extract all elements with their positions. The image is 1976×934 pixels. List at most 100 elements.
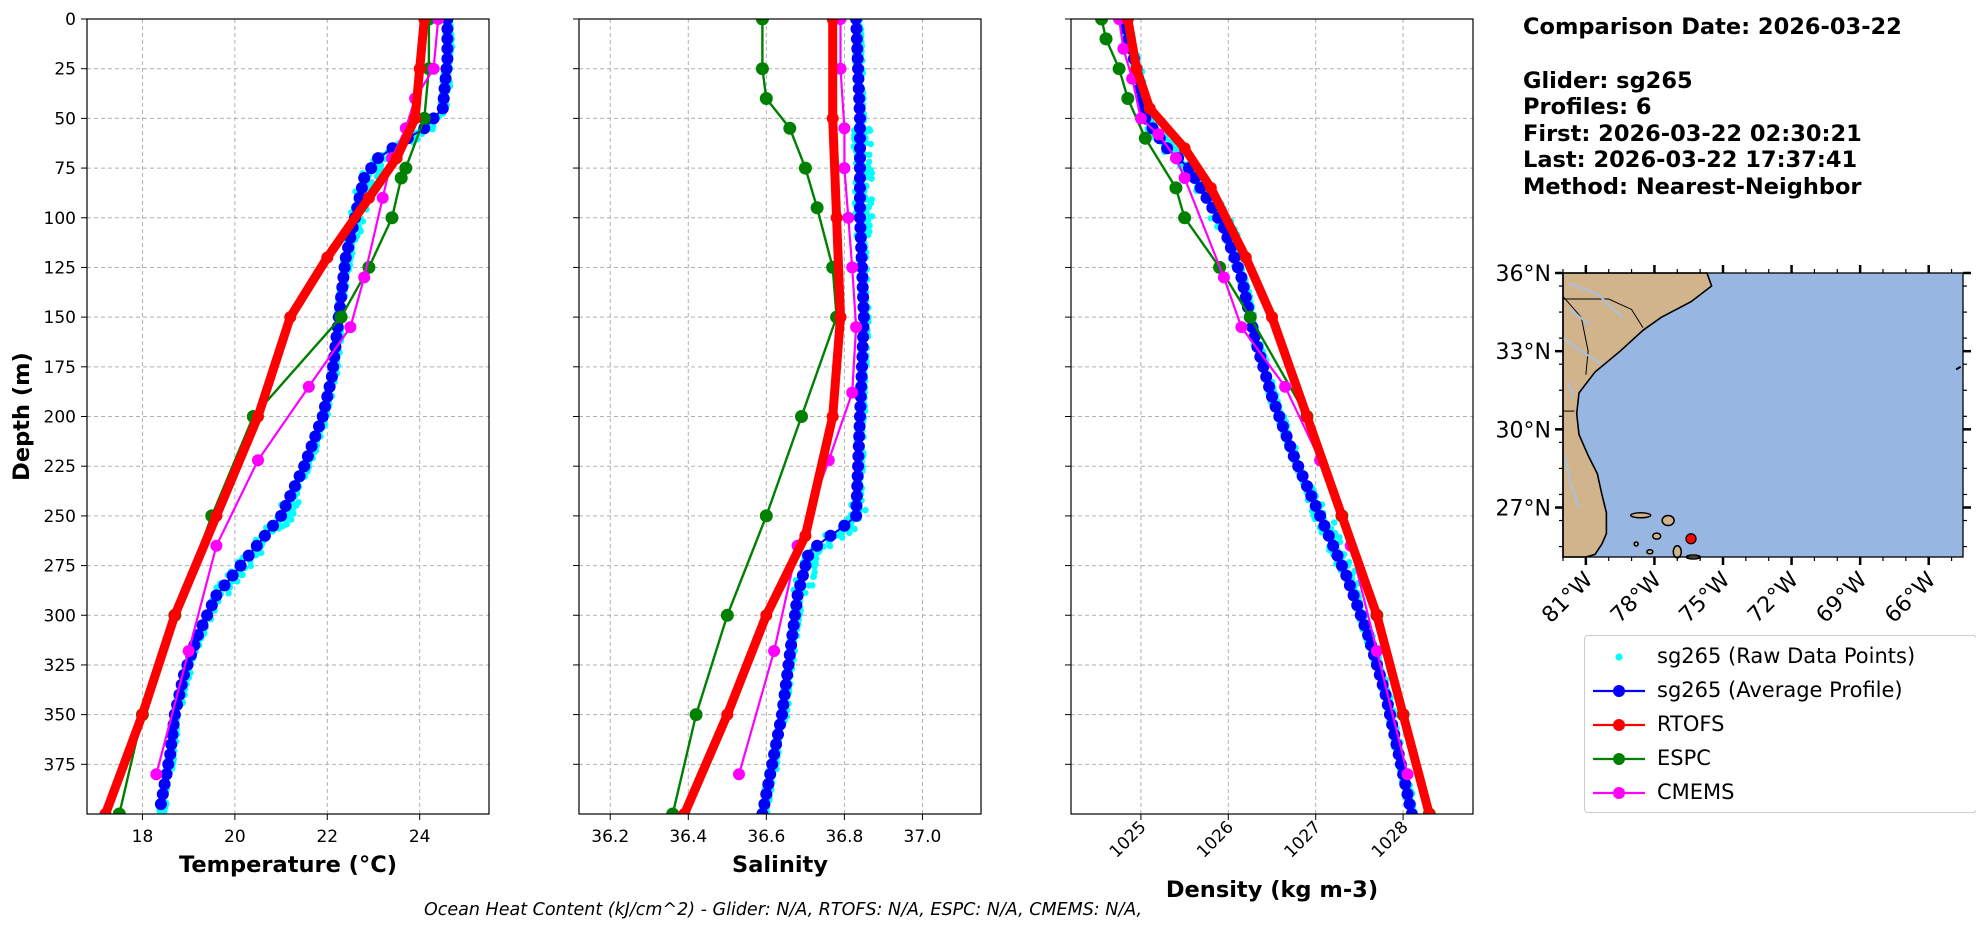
comparison-info: Comparison Date: 2026-03-22 Glider: sg26… [1523, 14, 1902, 201]
marker-avg [1358, 619, 1371, 632]
marker-avg [799, 559, 812, 572]
raw-data-point [293, 502, 300, 509]
marker-avg [1266, 390, 1278, 403]
marker-avg [796, 569, 809, 582]
marker-avg [1343, 579, 1356, 592]
marker-avg [1296, 470, 1309, 483]
marker-avg [1235, 271, 1248, 284]
marker-espc [755, 19, 769, 26]
raw-data-point [368, 179, 375, 186]
marker-avg [790, 599, 803, 612]
y-tick-label: 275 [44, 557, 76, 577]
marker-avg [156, 788, 169, 801]
marker-avg [1276, 420, 1289, 433]
panel-1: 18 20 22 24 0 25 50 75 100 125 150 175 200 225 250 275 3… [9, 10, 490, 878]
marker-avg [1287, 450, 1300, 463]
marker-avg [437, 92, 450, 105]
marker-avg [786, 629, 799, 642]
x-tick-label: 20 [224, 827, 246, 847]
marker-avg [1280, 430, 1293, 443]
ocean-heat-content-caption: Ocean Heat Content (kJ/cm^2) - Glider: N… [424, 900, 1143, 920]
raw-data-point [868, 170, 875, 177]
marker-espc [666, 807, 680, 814]
marker-avg [441, 32, 454, 45]
raw-data-point [359, 218, 367, 225]
method: Method: Nearest-Neighbor [1523, 173, 1862, 200]
profile-panels: 18 20 22 24 0 25 50 75 100 125 150 175 200 225 250 275 3… [9, 10, 1474, 903]
marker-avg [778, 688, 791, 701]
marker-avg [166, 728, 179, 741]
marker-cmems [210, 539, 223, 552]
marker-avg [782, 658, 795, 671]
marker-avg [852, 460, 865, 473]
marker-cmems [733, 768, 745, 781]
marker-avg [770, 738, 783, 751]
legend-label: RTOFS [1657, 712, 1725, 736]
marker-espc [1121, 92, 1135, 105]
marker-avg [439, 72, 452, 85]
marker-avg [279, 499, 292, 512]
legend-marker-raw [1615, 653, 1623, 661]
marker-cmems [1401, 768, 1414, 781]
marker-avg [1273, 410, 1286, 423]
series-line-rtofs [101, 19, 429, 814]
x-tick-label: 24 [409, 827, 431, 847]
marker-avg [336, 281, 349, 294]
marker-avg [1257, 360, 1270, 373]
y-tick-label: 225 [44, 457, 76, 477]
marker-avg [854, 172, 866, 184]
marker-avg [165, 738, 178, 751]
marker-cmems [1370, 645, 1383, 657]
river [1564, 455, 1580, 508]
island [1661, 514, 1675, 527]
marker-avg [1335, 559, 1348, 572]
marker-avg [441, 52, 454, 65]
land-southeast-us [1562, 272, 1713, 558]
x-tick-label: 36.2 [591, 827, 629, 847]
raw-data-point [239, 571, 246, 578]
marker-cmems [358, 271, 371, 284]
marker-espc [1178, 211, 1192, 225]
river [1562, 337, 1603, 366]
raw-data-point [811, 563, 818, 571]
marker-avg [850, 490, 863, 502]
legend-label: CMEMS [1657, 780, 1735, 804]
marker-avg [1327, 539, 1340, 552]
series-rtofs [99, 19, 431, 814]
marker-rtofs [1397, 708, 1410, 721]
raw-data-point [290, 510, 297, 517]
marker-avg [226, 569, 239, 582]
marker-avg [1269, 400, 1282, 413]
marker-cmems [252, 454, 264, 467]
marker-avg [250, 539, 263, 552]
y-tick-label: 75 [54, 159, 76, 179]
legend-item-raw: sg265 (Raw Data Points) [1585, 642, 1976, 672]
marker-rtofs [830, 211, 843, 224]
marker-avg [791, 589, 804, 602]
marker-avg [852, 82, 865, 95]
marker-avg [1224, 241, 1237, 254]
marker-cmems [834, 62, 847, 75]
marker-rtofs [99, 808, 112, 814]
marker-avg [856, 360, 868, 373]
legend-marker-espc [1593, 753, 1645, 765]
marker-avg [857, 301, 870, 314]
series-rtofs [1121, 19, 1436, 814]
river [1567, 282, 1624, 319]
marker-avg [305, 440, 318, 453]
marker-avg [1401, 788, 1414, 801]
marker-avg [758, 798, 771, 811]
marker-avg [857, 331, 870, 343]
marker-avg [854, 191, 866, 204]
marker-avg [1301, 480, 1313, 493]
marker-cmems [150, 768, 163, 781]
x-tick-label: 22 [316, 827, 338, 847]
marker-avg [1284, 440, 1297, 453]
y-tick-label: 350 [44, 706, 76, 726]
raw-data-point [429, 126, 436, 133]
marker-avg [857, 311, 870, 324]
raw-data-point [357, 228, 364, 235]
marker-cmems [768, 645, 781, 657]
marker-cmems [1279, 380, 1292, 393]
marker-avg [438, 82, 451, 95]
